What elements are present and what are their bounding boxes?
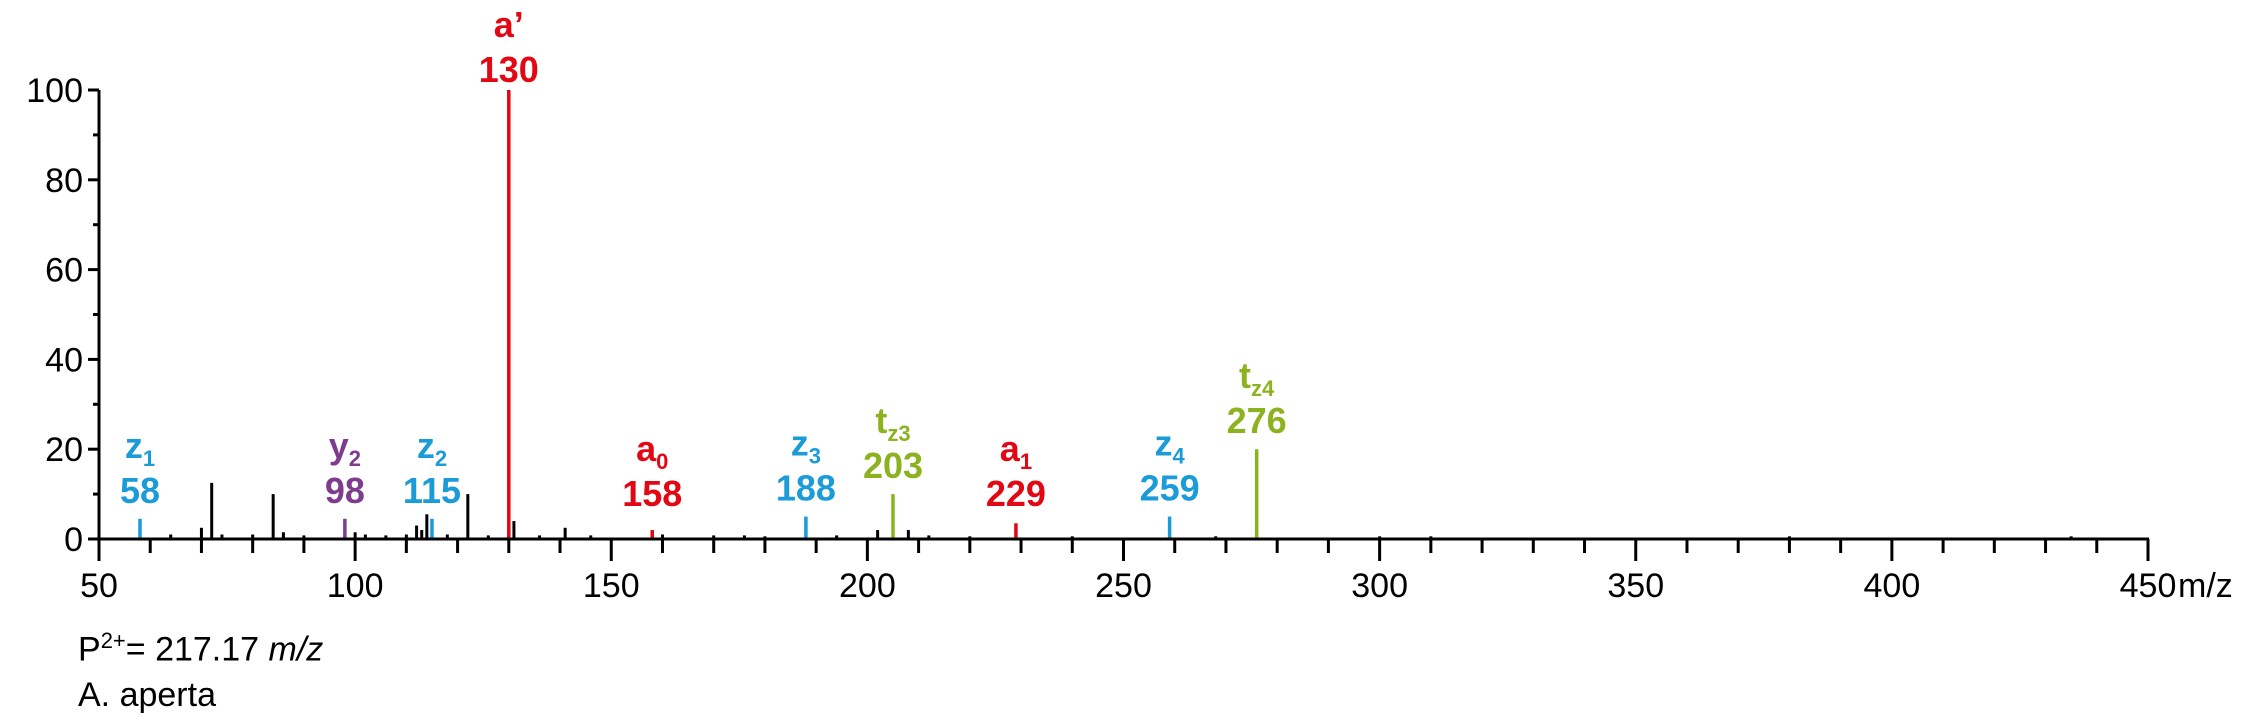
peak-mz-label: 229	[986, 473, 1046, 514]
peak-mz-label: 130	[479, 49, 539, 90]
ion-subscript: 2	[435, 446, 447, 471]
ion-subscript: z4	[1251, 376, 1275, 401]
x-tick-label: 400	[1864, 567, 1921, 605]
peak-ion-label: tz4	[1239, 355, 1275, 401]
ion-type: z	[125, 425, 143, 466]
peak-mz-label: 276	[1227, 400, 1287, 441]
ion-type: y	[329, 425, 349, 466]
peak-ion-label: y2	[329, 425, 361, 471]
ion-type: z	[791, 423, 809, 464]
ion-type: t	[875, 400, 887, 441]
x-tick-label: 300	[1351, 567, 1408, 605]
x-unit-label: m/z	[2178, 567, 2233, 605]
x-tick-label: 200	[839, 567, 896, 605]
ion-subscript: 0	[656, 449, 668, 474]
peak-mz-label: 259	[1140, 468, 1200, 509]
peak-mz-label: 98	[325, 470, 365, 511]
peak-mz-label: 115	[403, 470, 461, 511]
ion-subscript: z3	[887, 421, 910, 446]
peak-ion-label: z4	[1154, 423, 1185, 469]
peak-ion-label: a0	[636, 428, 668, 474]
precursor-caption: P2+= 217.17 m/z	[78, 628, 323, 669]
y-tick-label: 100	[26, 72, 83, 110]
y-tick-label: 20	[45, 431, 83, 469]
ion-type: a’	[494, 4, 524, 45]
ion-type: a	[1000, 428, 1021, 469]
y-tick-label: 80	[45, 162, 83, 200]
ion-subscript: 1	[143, 446, 155, 471]
y-tick-label: 0	[64, 521, 83, 559]
ion-type: a	[636, 428, 657, 469]
ion-type: t	[1239, 355, 1251, 396]
peak-mz-label: 158	[622, 473, 682, 514]
peak-mz-label: 203	[863, 445, 923, 486]
peak-mz-label: 188	[776, 468, 836, 509]
x-tick-label: 100	[327, 567, 384, 605]
ion-subscript: 3	[809, 444, 821, 469]
peak-ion-label: a1	[1000, 428, 1032, 474]
precursor-charge: 2+	[100, 628, 126, 653]
ion-subscript: 4	[1172, 444, 1185, 469]
x-tick-label: 350	[1607, 567, 1664, 605]
ion-type: z	[1154, 423, 1172, 464]
peak-layer	[138, 90, 2073, 539]
ion-subscript: 1	[1020, 449, 1032, 474]
peak-mz-label: 58	[120, 470, 160, 511]
peak-ion-label: tz3	[875, 400, 910, 446]
precursor-unit: m/z	[268, 630, 324, 669]
ion-subscript: 2	[349, 446, 361, 471]
peak-ion-label: z3	[791, 423, 821, 469]
y-tick-label: 40	[45, 341, 83, 379]
x-tick-label: 150	[583, 567, 640, 605]
x-tick-label: 250	[1095, 567, 1152, 605]
peak-ion-label: a’	[494, 4, 524, 45]
precursor-value: = 217.17	[125, 630, 269, 669]
peak-ion-label: z2	[417, 425, 447, 471]
precursor-prefix: P	[78, 630, 101, 669]
x-tick-label: 50	[80, 567, 118, 605]
y-tick-label: 60	[45, 252, 83, 290]
x-tick-label: 450	[2120, 567, 2177, 605]
ion-type: z	[417, 425, 435, 466]
peak-ion-label: z1	[125, 425, 155, 471]
species-caption: A. aperta	[78, 676, 216, 714]
